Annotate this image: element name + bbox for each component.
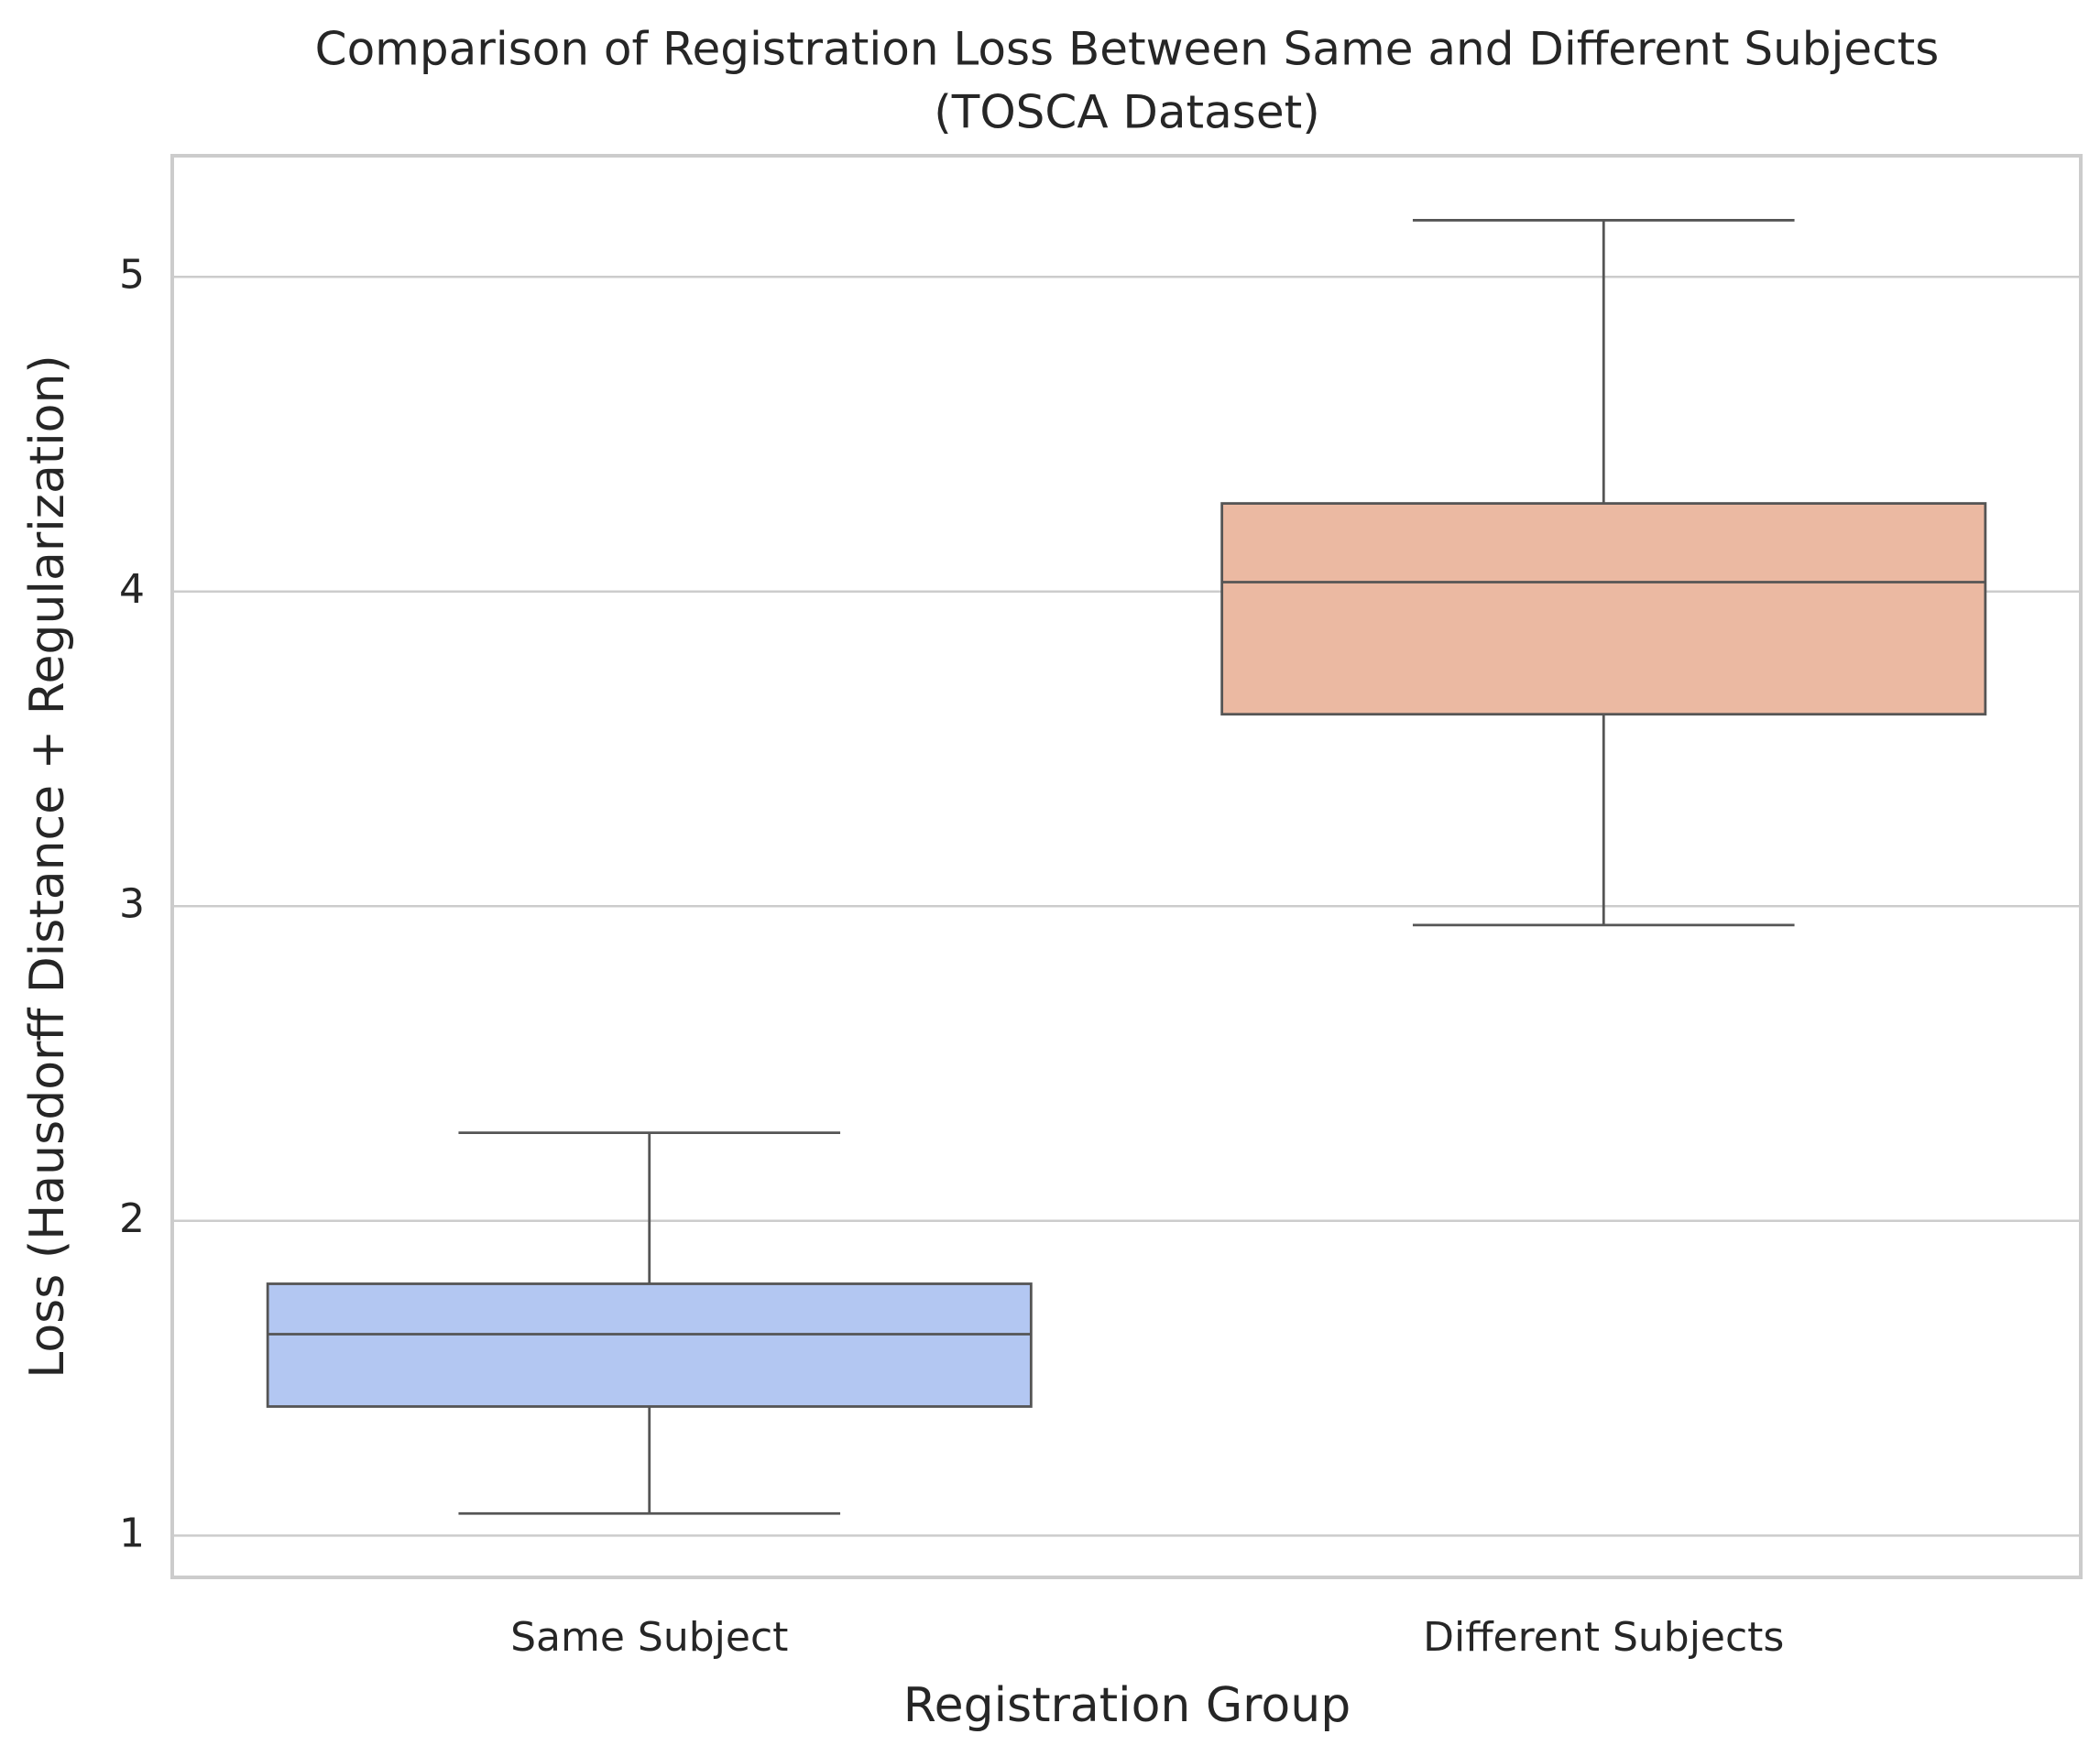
x-tick-label: Same Subject: [510, 1614, 788, 1661]
x-axis-label: Registration Group: [903, 1678, 1351, 1733]
y-tick-label: 5: [119, 251, 145, 298]
y-tick-label: 4: [119, 566, 145, 613]
plot-frame: [170, 154, 2083, 1579]
y-tick-label: 1: [119, 1510, 145, 1556]
chart-subtitle: (TOSCA Dataset): [934, 86, 1319, 139]
x-tick-label: Different Subjects: [1423, 1614, 1784, 1661]
y-tick-label: 3: [119, 880, 145, 927]
box: [266, 1282, 1033, 1408]
box: [1220, 502, 1987, 716]
y-axis-label: Loss (Hausdorff Distance + Regularizatio…: [20, 354, 75, 1378]
y-tick-label: 2: [119, 1195, 145, 1242]
chart-title: Comparison of Registration Loss Between …: [315, 23, 1940, 76]
